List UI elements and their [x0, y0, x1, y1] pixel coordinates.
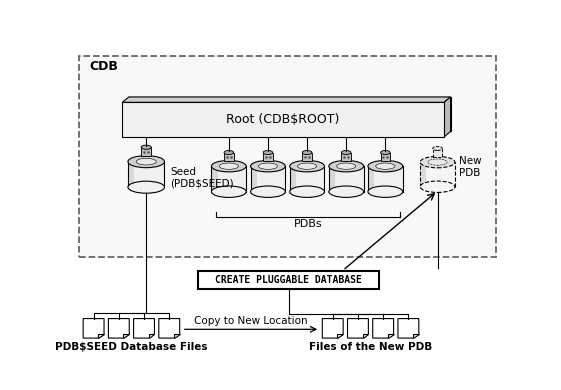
Polygon shape [251, 166, 286, 192]
Polygon shape [322, 319, 343, 338]
Ellipse shape [297, 163, 316, 169]
Polygon shape [368, 166, 374, 192]
Ellipse shape [420, 156, 455, 168]
Bar [79, 56, 496, 257]
Bar [380, 152, 390, 161]
Polygon shape [83, 319, 104, 338]
Polygon shape [149, 334, 154, 338]
Text: Copy to New Location: Copy to New Location [194, 316, 308, 326]
Ellipse shape [329, 160, 364, 172]
Text: CREATE PLUGGABLE DATABASE: CREATE PLUGGABLE DATABASE [215, 275, 362, 285]
Ellipse shape [289, 186, 324, 197]
Text: New
PDB: New PDB [459, 156, 482, 178]
Text: CDB: CDB [90, 60, 118, 73]
Ellipse shape [433, 147, 442, 151]
Polygon shape [159, 319, 180, 338]
Ellipse shape [368, 186, 403, 197]
Polygon shape [362, 334, 369, 338]
Polygon shape [329, 166, 364, 192]
Ellipse shape [251, 186, 286, 197]
Polygon shape [337, 334, 343, 338]
Polygon shape [388, 334, 394, 338]
Polygon shape [444, 97, 450, 137]
Text: PDBs: PDBs [293, 219, 322, 229]
Polygon shape [420, 162, 426, 187]
Bar [224, 152, 233, 161]
Ellipse shape [141, 145, 151, 149]
Ellipse shape [259, 163, 278, 169]
Bar [122, 102, 444, 137]
Ellipse shape [211, 160, 246, 172]
Polygon shape [251, 166, 256, 192]
Ellipse shape [376, 163, 395, 169]
Polygon shape [174, 334, 180, 338]
Text: Seed
(PDB$SEED): Seed (PDB$SEED) [170, 167, 234, 188]
Polygon shape [128, 162, 134, 187]
Polygon shape [211, 166, 246, 192]
Polygon shape [413, 334, 419, 338]
Ellipse shape [368, 160, 403, 172]
Bar [199, 271, 379, 289]
Text: Root (CDB$ROOT): Root (CDB$ROOT) [227, 113, 340, 126]
Bar [141, 147, 151, 156]
Ellipse shape [302, 151, 312, 154]
Ellipse shape [420, 181, 455, 192]
Polygon shape [329, 166, 335, 192]
Ellipse shape [342, 151, 351, 154]
Ellipse shape [211, 186, 246, 197]
Ellipse shape [128, 181, 164, 193]
Polygon shape [420, 162, 455, 187]
Bar [302, 152, 312, 161]
Polygon shape [373, 319, 394, 338]
Polygon shape [128, 162, 164, 187]
Bar [433, 149, 442, 157]
Ellipse shape [224, 151, 233, 154]
Text: Files of the New PDB: Files of the New PDB [309, 342, 432, 352]
Ellipse shape [136, 158, 157, 165]
Polygon shape [108, 319, 129, 338]
Polygon shape [368, 166, 403, 192]
Polygon shape [122, 97, 450, 102]
Ellipse shape [251, 160, 286, 172]
Ellipse shape [337, 163, 356, 169]
Ellipse shape [329, 186, 364, 197]
Polygon shape [129, 97, 450, 131]
Polygon shape [347, 319, 369, 338]
Polygon shape [289, 166, 296, 192]
Bar [342, 152, 351, 161]
Polygon shape [123, 334, 129, 338]
Polygon shape [398, 319, 419, 338]
Ellipse shape [219, 163, 238, 169]
Ellipse shape [128, 156, 164, 168]
Ellipse shape [263, 151, 273, 154]
Polygon shape [134, 319, 154, 338]
Ellipse shape [380, 151, 390, 154]
Polygon shape [98, 334, 104, 338]
Ellipse shape [428, 159, 447, 165]
Ellipse shape [289, 160, 324, 172]
Polygon shape [211, 166, 218, 192]
Bar [263, 152, 273, 161]
Text: PDB$SEED Database Files: PDB$SEED Database Files [55, 342, 208, 352]
Polygon shape [289, 166, 324, 192]
